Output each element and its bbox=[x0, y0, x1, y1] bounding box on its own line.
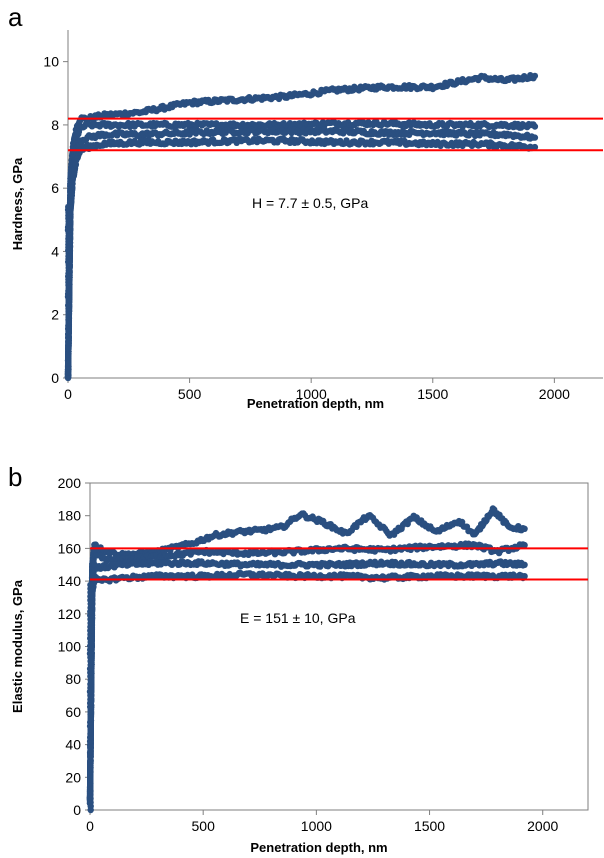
panel-a-x-tick-label: 2000 bbox=[539, 386, 570, 402]
panel-a-data-point bbox=[531, 143, 539, 151]
panel-a-y-tick-label: 6 bbox=[51, 180, 59, 196]
panel-a-x-tick-label: 500 bbox=[178, 386, 202, 402]
panel-b-y-tick-label: 120 bbox=[58, 606, 82, 622]
panel-a-initial-loading-points bbox=[64, 203, 73, 382]
panel-b-data-point bbox=[521, 541, 528, 549]
panel-b-modulus-chart: b 0 500 1000 1500 2000 0 20 40 60 80 100 120 140 160 18… bbox=[8, 462, 589, 855]
panel-a-data-point bbox=[531, 134, 539, 141]
panel-b-y-tick-label: 0 bbox=[73, 802, 81, 818]
panel-b-y-tick-label: 20 bbox=[65, 769, 81, 785]
panel-a-data-point bbox=[65, 203, 72, 211]
panel-b-x-axis-title: Penetration depth, nm bbox=[250, 840, 387, 855]
panel-b-x-tick-label: 2000 bbox=[527, 818, 558, 834]
panel-b-y-tick-label: 60 bbox=[65, 704, 81, 720]
panel-b-y-tick-label: 140 bbox=[58, 573, 82, 589]
panel-a-y-tick-label: 4 bbox=[51, 243, 59, 259]
panel-a-series-4 bbox=[64, 135, 539, 381]
panel-b-y-tick-label: 100 bbox=[58, 639, 82, 655]
panel-a-y-tick-label: 0 bbox=[51, 370, 59, 386]
panel-a-x-axis-title: Penetration depth, nm bbox=[247, 396, 384, 411]
panel-b-data-point bbox=[521, 573, 528, 580]
panel-b-y-tick-label: 180 bbox=[58, 508, 82, 524]
panel-a-x-tick-label: 0 bbox=[64, 386, 72, 402]
panel-b-data-point bbox=[87, 581, 94, 589]
panel-b-x-tick-label: 0 bbox=[86, 818, 94, 834]
panel-a-data-point bbox=[531, 72, 539, 80]
panel-a-x-tick-label: 1500 bbox=[417, 386, 448, 402]
panel-b-series-3 bbox=[86, 558, 528, 804]
panel-b-series-4 bbox=[86, 569, 528, 807]
panel-a-annotation: H = 7.7 ± 0.5, GPa bbox=[252, 195, 368, 211]
panel-b-initial-loading-points bbox=[86, 581, 94, 814]
panel-b-y-tick-label: 160 bbox=[58, 540, 82, 556]
panel-a-y-tick-label: 10 bbox=[43, 54, 59, 70]
panel-a-series-3 bbox=[64, 126, 539, 381]
panel-b-y-tick-label: 80 bbox=[65, 671, 81, 687]
panel-b-x-tick-label: 1500 bbox=[414, 818, 445, 834]
panel-b-data-point bbox=[521, 525, 528, 532]
panel-a-data-point bbox=[531, 123, 539, 130]
panel-b-annotation: E = 151 ± 10, GPa bbox=[240, 610, 356, 626]
panel-b-y-tick-label: 40 bbox=[65, 737, 81, 753]
panel-b-y-tick-label: 200 bbox=[58, 475, 82, 491]
panel-b-y-axis-title: Elastic modulus, GPa bbox=[10, 579, 25, 713]
panel-a-letter: a bbox=[8, 2, 23, 32]
panel-b-x-tick-label: 500 bbox=[192, 818, 216, 834]
panel-a-series-2 bbox=[64, 118, 539, 381]
panel-a-x-tick-label: 1000 bbox=[296, 386, 327, 402]
panel-a-y-tick-label: 8 bbox=[51, 117, 59, 133]
panel-b-data-point bbox=[521, 561, 528, 568]
panel-b-x-tick-label: 1000 bbox=[301, 818, 332, 834]
panel-b-letter: b bbox=[8, 462, 22, 492]
panel-a-y-tick-label: 2 bbox=[51, 307, 59, 323]
panel-a-y-axis-title: Hardness, GPa bbox=[10, 157, 25, 250]
panel-a-hardness-chart: a 0 500 1000 1500 2000 0 2 4 6 8 10 Penetration dept… bbox=[8, 2, 603, 411]
